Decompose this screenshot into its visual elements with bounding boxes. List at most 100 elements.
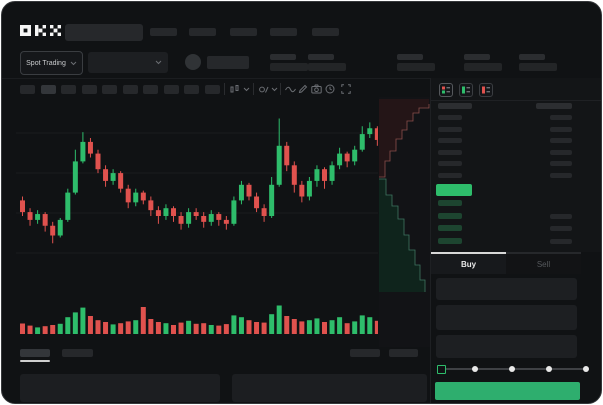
ask-price-bar[interactable] bbox=[438, 138, 462, 144]
draw-pencil-icon[interactable] bbox=[298, 84, 308, 94]
ask-amount-bar[interactable] bbox=[550, 149, 572, 155]
trade-panel: Buy Sell bbox=[431, 252, 601, 403]
volume-bars[interactable] bbox=[16, 301, 378, 334]
orders-tabbar bbox=[2, 346, 430, 364]
nav-item[interactable] bbox=[189, 28, 216, 36]
stat-value bbox=[308, 63, 346, 71]
book-combined-icon[interactable] bbox=[439, 83, 453, 97]
book-asks-icon[interactable] bbox=[479, 83, 493, 97]
timeframe-button[interactable] bbox=[102, 85, 117, 94]
buy-sell-tabs: Buy Sell bbox=[431, 252, 581, 274]
book-bids-icon[interactable] bbox=[459, 83, 473, 97]
bid-amount-bar[interactable] bbox=[550, 213, 572, 219]
search-input[interactable] bbox=[65, 24, 143, 41]
amount-field[interactable] bbox=[436, 305, 577, 330]
buy-submit-button[interactable] bbox=[435, 382, 580, 400]
ask-price-bar[interactable] bbox=[438, 126, 462, 132]
overlay-dropdown-icon[interactable] bbox=[259, 85, 269, 94]
ask-price-bar[interactable] bbox=[438, 173, 462, 178]
market-type-selector[interactable]: Spot Trading bbox=[20, 51, 83, 75]
stat-value bbox=[397, 63, 435, 71]
market-type-label: Spot Trading bbox=[26, 59, 66, 67]
pair-name-placeholder bbox=[207, 56, 249, 69]
chevron-down-icon bbox=[70, 61, 77, 65]
stat-label bbox=[519, 54, 545, 60]
pair-icon[interactable] bbox=[185, 54, 201, 70]
last-price-badge[interactable] bbox=[436, 184, 472, 196]
stat-value bbox=[270, 63, 308, 71]
timeframe-button[interactable] bbox=[204, 85, 220, 94]
orderbook-panel bbox=[431, 78, 601, 252]
orders-control[interactable] bbox=[350, 349, 380, 357]
bid-price-bar[interactable] bbox=[438, 237, 462, 244]
bid-price-bar[interactable] bbox=[438, 212, 462, 219]
ask-amount-bar[interactable] bbox=[550, 138, 572, 144]
total-field[interactable] bbox=[436, 335, 577, 358]
ask-amount-bar[interactable] bbox=[550, 173, 572, 178]
ticker-bar: Spot Trading bbox=[2, 48, 601, 78]
timeframe-button[interactable] bbox=[143, 85, 158, 94]
chart-toolbar bbox=[2, 80, 430, 100]
chevron-down-icon bbox=[155, 60, 162, 65]
timeframe-button[interactable] bbox=[40, 85, 56, 94]
orders-control[interactable] bbox=[389, 349, 418, 357]
top-header bbox=[2, 2, 601, 48]
ask-price-bar[interactable] bbox=[438, 149, 462, 155]
tab-sell-label: Sell bbox=[536, 259, 551, 269]
stat-label bbox=[397, 54, 423, 60]
price-field[interactable] bbox=[436, 278, 577, 300]
col-header-amount bbox=[536, 103, 572, 109]
pair-selector[interactable] bbox=[88, 52, 168, 73]
timeframe-button[interactable] bbox=[61, 85, 76, 94]
tab-buy[interactable]: Buy bbox=[431, 252, 506, 274]
slider-stop-25[interactable] bbox=[472, 365, 478, 372]
slider-stop-75[interactable] bbox=[546, 365, 552, 372]
ask-price-bar[interactable] bbox=[438, 115, 462, 120]
nav-item[interactable] bbox=[230, 28, 257, 36]
slider-stop-100[interactable] bbox=[583, 365, 589, 372]
chevron-down-icon[interactable] bbox=[271, 87, 278, 92]
stat-label bbox=[308, 54, 334, 60]
line-type-icon[interactable] bbox=[285, 86, 296, 93]
ask-amount-bar[interactable] bbox=[550, 126, 572, 132]
bid-amount-bar[interactable] bbox=[550, 226, 572, 231]
bid-price-bar[interactable] bbox=[438, 200, 462, 206]
history-clock-icon[interactable] bbox=[325, 84, 335, 94]
timeframe-button[interactable] bbox=[163, 85, 179, 94]
timeframe-button[interactable] bbox=[122, 85, 138, 94]
orders-tab[interactable] bbox=[62, 349, 93, 357]
depth-panel bbox=[379, 97, 430, 347]
ask-amount-bar[interactable] bbox=[550, 115, 572, 120]
fullscreen-icon[interactable] bbox=[341, 84, 351, 94]
stat-value bbox=[519, 63, 557, 71]
slider-handle[interactable] bbox=[437, 364, 446, 374]
camera-icon[interactable] bbox=[311, 84, 322, 94]
nav-item[interactable] bbox=[312, 28, 339, 36]
bid-amount-bar[interactable] bbox=[550, 238, 572, 244]
timeframe-button[interactable] bbox=[20, 85, 35, 94]
amount-slider[interactable] bbox=[437, 363, 589, 375]
timeframe-button[interactable] bbox=[81, 85, 97, 94]
nav-item[interactable] bbox=[270, 28, 297, 36]
tab-sell[interactable]: Sell bbox=[506, 252, 581, 274]
candlestick-chart[interactable] bbox=[16, 97, 378, 297]
bid-price-bar[interactable] bbox=[438, 225, 462, 231]
timeframe-button[interactable] bbox=[184, 85, 199, 94]
orders-tab-active[interactable] bbox=[20, 349, 50, 357]
orders-tab-active-indicator bbox=[20, 360, 50, 362]
positions-table-panel bbox=[232, 374, 427, 402]
nav-item[interactable] bbox=[150, 28, 177, 36]
slider-stop-50[interactable] bbox=[509, 365, 515, 372]
col-header-price bbox=[438, 103, 472, 109]
okx-logo[interactable] bbox=[20, 25, 62, 37]
indicator-dropdown-icon[interactable] bbox=[230, 85, 240, 94]
orders-table-panel bbox=[20, 374, 220, 402]
ask-amount-bar[interactable] bbox=[550, 161, 572, 167]
stat-label bbox=[464, 54, 490, 60]
stat-value bbox=[464, 63, 502, 71]
depth-chart[interactable] bbox=[379, 99, 430, 295]
chevron-down-icon[interactable] bbox=[243, 87, 250, 92]
ask-price-bar[interactable] bbox=[438, 161, 462, 167]
